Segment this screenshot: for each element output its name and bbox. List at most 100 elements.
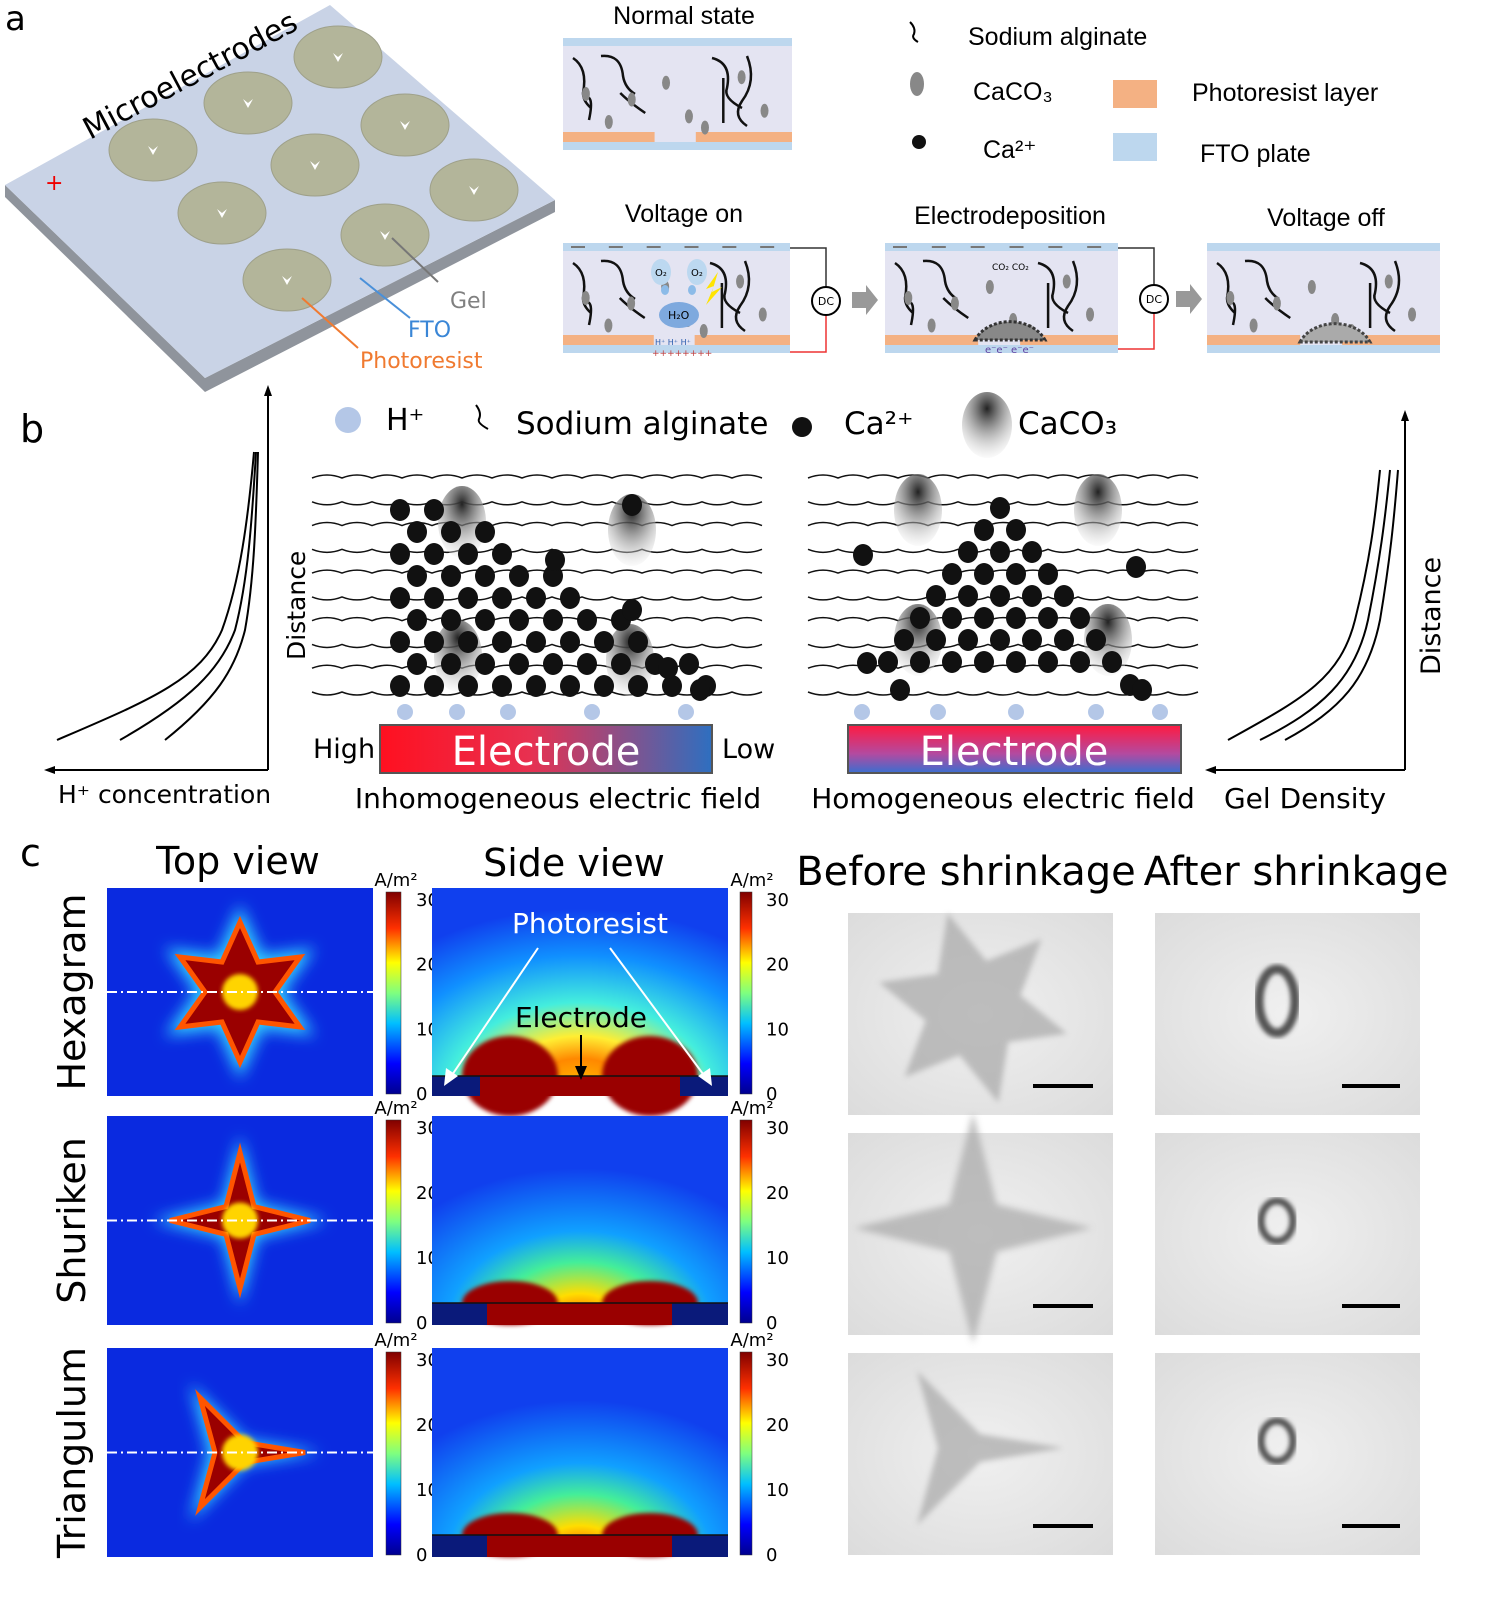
normal-state-title: Normal state (613, 2, 755, 30)
caco3-particle (581, 87, 590, 101)
caco3-particle (736, 274, 745, 289)
ca-ion (1070, 651, 1090, 673)
ca-ion (475, 565, 495, 587)
ca-ion (974, 519, 994, 541)
alginate-chain (1062, 260, 1079, 333)
hydrogen-ion (678, 704, 694, 720)
caco3-particle (985, 280, 994, 294)
legend-caco3-b: CaCO₃ (1018, 406, 1117, 442)
after-shrinkage-photo (1155, 913, 1420, 1115)
gel-pattern-after (1257, 1197, 1297, 1245)
caco3-particle (627, 92, 636, 107)
caco3-particle (760, 103, 769, 118)
ca-ion (424, 543, 444, 565)
ca-ion (560, 675, 580, 697)
distance-label-right: Distance (1416, 557, 1447, 675)
fto-top (1207, 243, 1440, 251)
ca-ion (611, 653, 631, 675)
ca-ion (857, 652, 877, 674)
fto-top (563, 243, 790, 251)
electrode-opening (653, 335, 695, 345)
plus-row: ++++++++ (652, 349, 712, 359)
hydrogen-ion (584, 704, 600, 720)
alginate-chain (711, 56, 743, 110)
caco3-particle (1062, 274, 1071, 289)
ca-ion (1126, 556, 1146, 578)
ca-ion (543, 609, 563, 631)
gel-pattern-after (1257, 1417, 1297, 1465)
gel-density-label: Gel Density (1224, 782, 1386, 815)
electrode-homogeneous (847, 724, 1182, 774)
ca-ion (974, 607, 994, 629)
ca-ion (926, 585, 946, 607)
ca-ion (492, 631, 512, 653)
homogeneous-gel-network (807, 474, 1199, 720)
colorbar-tick: 10 (766, 1019, 789, 1040)
alginate-chain (600, 259, 636, 301)
colorbar (739, 1119, 753, 1324)
ca-ion (926, 629, 946, 651)
ca-ion (458, 631, 478, 653)
caco3-particle (1226, 291, 1235, 305)
circuit-2 (1118, 247, 1202, 350)
electrode-opening (654, 132, 696, 142)
photoresist-label: Photoresist (360, 349, 483, 374)
legend-sodium-alginate-b: Sodium alginate (516, 406, 768, 442)
caco3-particle (1384, 274, 1393, 289)
ca-ion (894, 629, 914, 651)
caco3-crystal (894, 474, 942, 546)
ca-ion (424, 631, 444, 653)
legend-a (909, 21, 1157, 161)
fto-top (563, 38, 792, 46)
star-opening (469, 186, 479, 195)
legend-ca2: Ca²⁺ (983, 136, 1036, 164)
caco3-deposit-final (1297, 322, 1373, 344)
colorbar-unit: A/m² (374, 1330, 417, 1351)
colorbar-unit: A/m² (374, 1098, 417, 1119)
ca-ion (910, 651, 930, 673)
fto-bottom (885, 345, 1118, 353)
ca-ion (390, 675, 410, 697)
ca-ion (492, 675, 512, 697)
h2o-label: H₂O (668, 309, 690, 322)
hydrogen-ion (854, 704, 870, 720)
hydrogen-ion (1008, 704, 1024, 720)
caco3-particle (627, 296, 636, 311)
ca-ion (622, 494, 642, 516)
top-view-title: Top view (155, 839, 320, 883)
alginate-strand (807, 616, 1199, 622)
center-spot (222, 1434, 258, 1471)
ca-ion (458, 587, 478, 609)
legend-photoresist-layer: Photoresist layer (1192, 79, 1378, 107)
h-concentration-graph (44, 385, 272, 774)
dc-source-2: DC (1146, 293, 1162, 306)
normal-state-cell (563, 38, 792, 150)
ca-ion (492, 543, 512, 565)
alginate-strand (807, 521, 1199, 527)
plus-sign: + (45, 171, 63, 196)
gel-region (563, 243, 790, 353)
center-spot (222, 974, 258, 1010)
row-label: Hexagram (50, 893, 94, 1090)
colorbar (739, 891, 753, 1095)
electrode-label-left: Electrode (452, 729, 641, 775)
caco3-particle (927, 318, 936, 333)
ca-ion (1054, 585, 1074, 607)
ca-ion (974, 651, 994, 673)
ca-ion (1022, 629, 1042, 651)
alginate-strand (311, 548, 763, 554)
colorbar (385, 1119, 402, 1324)
colorbar (385, 891, 402, 1095)
ca-ion (1102, 651, 1122, 673)
fto-bottom (1207, 345, 1440, 353)
ca-ion (1006, 607, 1026, 629)
ca-ion-icon (912, 135, 926, 149)
star-opening (148, 146, 158, 155)
colorbar-tick: 10 (766, 1248, 789, 1269)
panel-label-b: b (20, 407, 44, 451)
ca-ion (509, 653, 529, 675)
colorbar (385, 1351, 402, 1556)
voltage-off-title: Voltage off (1267, 204, 1385, 232)
fto-top (885, 243, 1118, 251)
